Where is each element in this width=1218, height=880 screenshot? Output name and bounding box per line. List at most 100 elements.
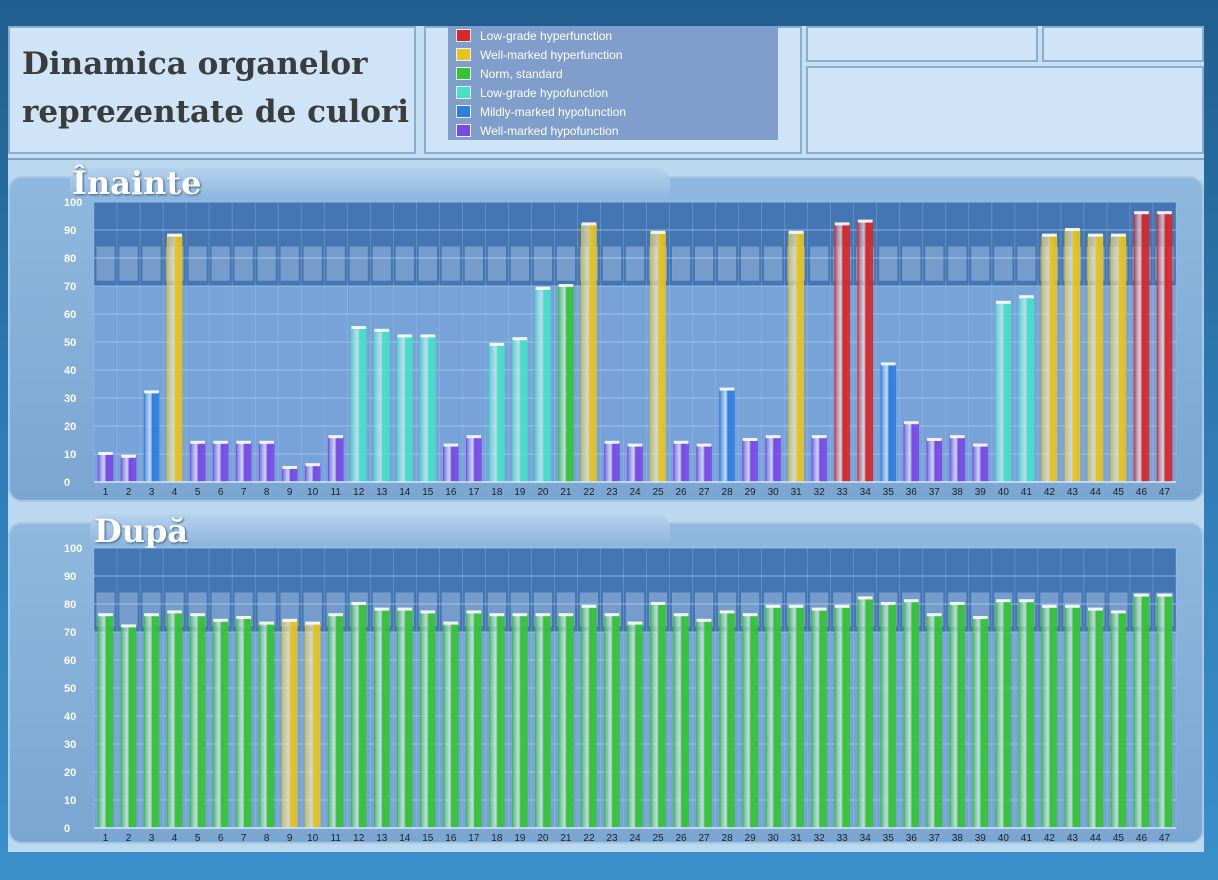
bar-cap [190, 613, 205, 617]
y-tick-label: 90 [64, 225, 76, 237]
norm-range-box [188, 246, 207, 281]
bar-cap [558, 613, 574, 617]
bar [581, 223, 597, 483]
legend-item: Mildly-marked hypofunction [456, 102, 778, 121]
bar [604, 614, 620, 829]
bar [466, 612, 482, 829]
bar [143, 614, 160, 829]
y-tick-label: 30 [64, 393, 76, 405]
norm-range-box [395, 246, 414, 281]
bar-cap [1088, 607, 1103, 611]
x-tick-label: 24 [629, 833, 641, 844]
x-tick-label: 40 [998, 487, 1010, 498]
bar [304, 623, 321, 829]
bar-cap [397, 334, 413, 338]
x-tick-label: 18 [491, 833, 503, 844]
bar [765, 436, 781, 483]
bar-cap [581, 604, 597, 608]
bar [834, 606, 850, 829]
x-tick-label: 8 [264, 487, 270, 498]
x-tick-label: 19 [514, 833, 526, 844]
x-tick-label: 10 [307, 487, 319, 498]
x-tick-label: 16 [445, 833, 457, 844]
bar-cap [1018, 295, 1034, 299]
bar-cap [1111, 610, 1126, 614]
norm-range-box [994, 246, 1013, 281]
bar [1087, 609, 1104, 829]
chart-title-after: După [94, 512, 189, 550]
bar-cap [926, 438, 942, 441]
bar [604, 442, 620, 483]
x-tick-label: 33 [837, 487, 849, 498]
x-tick-label: 24 [629, 487, 641, 498]
x-tick-label: 39 [975, 833, 987, 844]
x-tick-label: 37 [929, 833, 941, 844]
x-tick-label: 44 [1090, 487, 1102, 498]
bar [627, 623, 643, 829]
x-tick-label: 36 [906, 833, 918, 844]
y-tick-label: 40 [64, 365, 76, 377]
bar [742, 614, 758, 829]
norm-range-box [602, 246, 622, 281]
norm-range-box [556, 246, 575, 281]
bar [443, 445, 459, 483]
bar [373, 609, 390, 829]
info-box-top-left [806, 26, 1038, 62]
bar-cap [650, 230, 666, 234]
x-tick-label: 4 [172, 833, 178, 844]
norm-range-box [349, 246, 368, 281]
bar-cap [995, 300, 1011, 304]
x-tick-label: 23 [606, 833, 618, 844]
bar-cap [443, 443, 459, 447]
x-tick-label: 31 [791, 833, 803, 844]
x-tick-label: 29 [745, 487, 757, 498]
x-tick-label: 47 [1159, 487, 1171, 498]
x-tick-label: 3 [149, 833, 155, 844]
x-tick-label: 41 [1021, 833, 1033, 844]
bar-cap [236, 616, 252, 619]
bar-cap [949, 602, 965, 605]
bar-cap [949, 435, 965, 439]
bar [489, 614, 505, 829]
bar-cap [1018, 599, 1034, 603]
bar [166, 235, 183, 483]
bar-cap [972, 443, 988, 447]
bar-cap [351, 326, 367, 329]
x-tick-label: 2 [126, 487, 132, 498]
x-tick-label: 9 [287, 833, 293, 844]
x-tick-label: 26 [675, 487, 687, 498]
x-tick-label: 35 [883, 487, 895, 498]
x-tick-label: 35 [883, 833, 895, 844]
norm-range-box [764, 246, 783, 281]
x-tick-label: 3 [149, 487, 155, 498]
norm-range-box [142, 246, 161, 281]
y-tick-label: 50 [64, 683, 76, 695]
x-tick-label: 32 [814, 487, 826, 498]
bar-cap [397, 607, 413, 611]
bar-cap [742, 613, 758, 617]
legend-swatch [456, 124, 471, 137]
x-tick-label: 30 [768, 833, 780, 844]
y-tick-label: 80 [64, 253, 76, 265]
bar-cap [1111, 233, 1126, 237]
bar-cap [259, 440, 275, 444]
norm-range-box [441, 592, 460, 627]
bar [166, 612, 183, 829]
bar-cap [466, 610, 482, 614]
norm-range-box [96, 246, 115, 281]
y-tick-label: 0 [64, 477, 70, 489]
y-tick-label: 70 [64, 281, 76, 293]
norm-range-box [119, 592, 138, 627]
y-tick-label: 90 [64, 571, 76, 583]
norm-range-box [741, 246, 760, 281]
x-tick-label: 13 [376, 833, 388, 844]
x-tick-label: 28 [722, 833, 734, 844]
bar [719, 612, 735, 829]
x-tick-label: 1 [103, 487, 109, 498]
x-tick-label: 28 [722, 487, 734, 498]
y-tick-label: 100 [64, 543, 82, 555]
bar-cap [1088, 233, 1103, 237]
bar [397, 609, 413, 829]
norm-range-box [280, 246, 299, 281]
bar-cap [627, 621, 643, 625]
